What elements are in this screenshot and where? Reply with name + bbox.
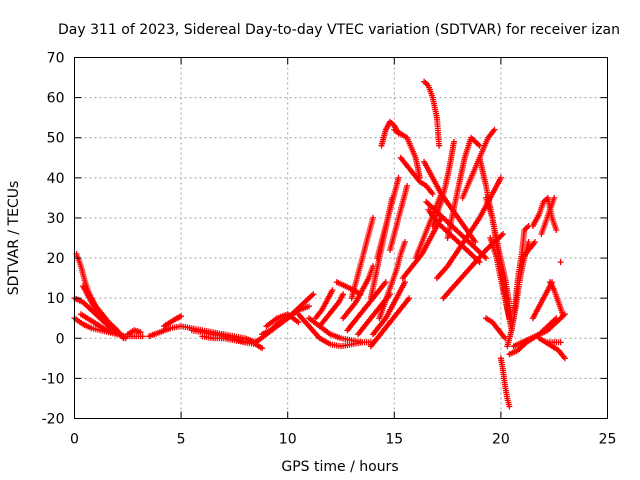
series-t45 [487, 235, 513, 322]
series-t54 [538, 194, 558, 237]
data-point-markers [295, 311, 366, 350]
series-t38 [429, 138, 457, 229]
grid [74, 57, 608, 419]
y-tick-label: 30 [47, 211, 65, 227]
data-point-markers [376, 239, 408, 322]
data-point-markers [77, 311, 116, 336]
x-tick-label: 20 [492, 432, 510, 448]
series-t11 [252, 303, 312, 346]
series-t27 [376, 239, 408, 322]
data-point-markers [557, 259, 564, 266]
x-tick-label: 5 [177, 432, 186, 448]
data-point-markers [546, 279, 566, 318]
series-t30 [391, 126, 423, 181]
data-point-markers [487, 235, 513, 322]
series-t46 [483, 315, 509, 342]
y-tick-label: 20 [47, 251, 65, 267]
data-point-markers [199, 333, 249, 346]
series-t51 [510, 311, 568, 350]
data-point-markers [544, 339, 564, 346]
data-point-markers [510, 223, 532, 322]
x-tick-label: 25 [599, 432, 617, 448]
axis-ticks: 0 5 10 15 20 25 -20 -10 0 10 20 30 40 50 60 70 [42, 51, 617, 448]
chart-title: Day 311 of 2023, Sidereal Day-to-day VTE… [58, 22, 620, 38]
series-t28 [367, 295, 413, 350]
data-point-markers [316, 291, 347, 330]
series-t56 [536, 335, 568, 362]
data-point-markers [429, 138, 457, 229]
series-t31 [397, 154, 436, 197]
data-point-markers [312, 287, 336, 322]
plot-frame [74, 57, 608, 419]
series-t59 [557, 259, 564, 266]
data-point-markers [374, 174, 402, 262]
series-t49 [510, 223, 532, 322]
data-point-markers [510, 311, 568, 350]
data-points [71, 78, 568, 410]
series-t47 [497, 355, 513, 410]
y-tick-label: 50 [47, 131, 65, 147]
series-t15 [306, 315, 376, 346]
y-tick-label: -20 [42, 412, 65, 428]
series-t5 [77, 311, 116, 336]
data-point-markers [370, 279, 408, 338]
y-tick-label: 0 [56, 331, 65, 347]
series-t29 [370, 279, 408, 338]
x-axis-label: GPS time / hours [281, 459, 398, 475]
series-t57 [546, 279, 566, 318]
series-t21 [348, 214, 376, 302]
series-t19 [340, 263, 376, 322]
data-point-markers [538, 194, 558, 237]
y-tick-label: 60 [47, 91, 65, 107]
series-t17 [316, 291, 347, 330]
series-t13 [263, 311, 302, 330]
data-point-markers [340, 263, 376, 322]
x-tick-label: 10 [279, 432, 297, 448]
y-tick-label: 10 [47, 291, 65, 307]
data-point-markers [391, 126, 423, 181]
series-t10 [199, 333, 249, 346]
x-tick-label: 15 [385, 432, 403, 448]
series-t16 [312, 287, 336, 322]
series-t24 [374, 174, 402, 262]
series-t34 [421, 78, 443, 149]
series-t52 [519, 239, 538, 262]
data-point-markers [263, 311, 302, 330]
y-tick-label: -10 [42, 371, 65, 387]
data-point-markers [259, 291, 317, 338]
series-t14 [295, 311, 366, 350]
series-t26 [387, 182, 411, 253]
y-tick-label: 40 [47, 171, 65, 187]
series-t8 [161, 313, 185, 330]
data-point-markers [421, 78, 443, 149]
data-point-markers [161, 313, 185, 330]
x-tick-label: 0 [70, 432, 79, 448]
data-point-markers [124, 327, 144, 338]
series-t58 [544, 339, 564, 346]
data-point-markers [483, 315, 509, 342]
data-point-markers [536, 335, 568, 362]
data-point-markers [306, 315, 376, 346]
data-point-markers [519, 239, 538, 262]
data-point-markers [397, 154, 436, 197]
data-point-markers [348, 214, 376, 302]
data-point-markers [444, 134, 483, 241]
data-point-markers [387, 182, 411, 253]
data-point-markers [497, 355, 513, 410]
y-axis-label: SDTVAR / TECUs [6, 181, 22, 296]
series-t39 [444, 134, 483, 241]
y-tick-label: 70 [47, 51, 65, 67]
data-point-markers [367, 295, 413, 350]
data-point-markers [252, 303, 312, 346]
series-t12 [259, 291, 317, 338]
series-t6 [124, 327, 144, 338]
